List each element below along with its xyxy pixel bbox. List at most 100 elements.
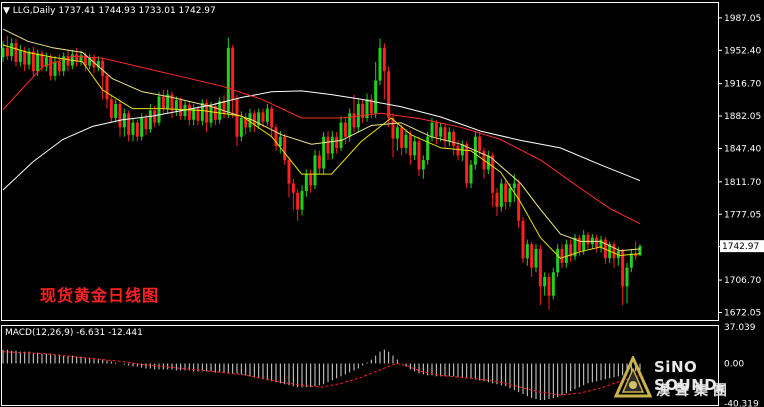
- candle-body: [465, 144, 469, 184]
- candle-body: [231, 47, 235, 100]
- price-tick-label: 1987.05: [724, 14, 761, 24]
- candle-body: [161, 96, 165, 109]
- candle-body: [14, 43, 18, 62]
- candle-body: [322, 136, 326, 169]
- candle-body: [252, 113, 256, 126]
- candle-body: [304, 174, 308, 191]
- candle-body: [5, 47, 9, 57]
- candle-body: [374, 80, 378, 114]
- company-logo: SiNO SOUND 漢聲集團: [613, 354, 762, 406]
- candle-body: [365, 99, 369, 118]
- candle-body: [118, 103, 122, 128]
- candle-body: [209, 105, 213, 123]
- candle-body: [44, 57, 48, 67]
- candle-body: [512, 183, 516, 189]
- candle-body: [339, 122, 343, 148]
- candle-body: [174, 100, 178, 111]
- price-tick-label: 1777.05: [724, 210, 761, 220]
- candle-body: [395, 127, 399, 139]
- candle-body: [274, 127, 278, 147]
- candle-body: [300, 190, 304, 210]
- candle-body: [75, 54, 79, 62]
- collapse-triangle-icon[interactable]: ▼: [3, 6, 10, 16]
- candle-body: [109, 99, 113, 118]
- candle-body: [196, 108, 200, 121]
- candle-body: [57, 61, 61, 72]
- candle-body: [525, 244, 529, 259]
- candle-body: [192, 108, 196, 120]
- candle-body: [560, 248, 564, 263]
- price-tick-label: 1672.05: [724, 308, 761, 318]
- candle-body: [343, 122, 347, 137]
- candle-body: [313, 155, 317, 186]
- candle-body: [135, 122, 139, 137]
- candle-body: [595, 237, 599, 248]
- current-price-label: 1742.97: [722, 242, 759, 252]
- candle-body: [378, 47, 382, 81]
- candle-body: [122, 113, 126, 128]
- candle-body: [296, 192, 300, 210]
- candle-body: [569, 244, 573, 257]
- candle-body: [66, 56, 70, 66]
- candle-body: [447, 132, 451, 142]
- ma-red-line: [2, 55, 641, 225]
- candle-body: [83, 55, 87, 66]
- candle-body: [105, 75, 109, 100]
- candle-body: [443, 127, 447, 142]
- candle-body: [382, 47, 386, 72]
- candle-body: [200, 103, 204, 121]
- price-tick-label: 1916.70: [724, 80, 761, 90]
- candle-body: [261, 112, 265, 122]
- candle-body: [36, 53, 40, 72]
- candle-body: [62, 56, 66, 72]
- chart-header: ▼ LLG,Daily 1737.41 1744.93 1733.01 1742…: [3, 6, 216, 16]
- candle-body: [577, 237, 581, 251]
- candle-body: [417, 141, 421, 170]
- candle-body: [599, 239, 603, 248]
- candle-body: [499, 183, 503, 207]
- candle-body: [140, 117, 144, 137]
- candle-body: [629, 253, 633, 268]
- candle-body: [248, 113, 252, 128]
- candle-body: [612, 244, 616, 259]
- candle-body: [330, 136, 334, 154]
- candle-body: [187, 104, 191, 120]
- candle-body: [131, 122, 135, 135]
- candle-body: [426, 136, 430, 161]
- candle-body: [157, 96, 161, 123]
- ma-yellow-line: [2, 44, 641, 259]
- candle-body: [504, 183, 508, 203]
- candle-body: [291, 183, 295, 193]
- macd-tick-label: 37.039: [724, 323, 756, 333]
- candle-body: [179, 100, 183, 117]
- main-panel-frame: [1, 2, 719, 321]
- price-tick-label: 1706.70: [724, 276, 761, 286]
- logo-text-en: SiNO SOUND: [654, 358, 718, 394]
- candle-body: [564, 244, 568, 263]
- candle-body: [439, 127, 443, 137]
- candle-body: [408, 134, 412, 156]
- price-tick-label: 1811.70: [724, 178, 761, 188]
- candle-body: [270, 108, 274, 128]
- candle-body: [517, 183, 521, 221]
- candle-body: [148, 110, 152, 130]
- candle-body: [413, 141, 417, 156]
- candle-body: [27, 51, 31, 65]
- candle-body: [309, 174, 313, 186]
- candle-body: [573, 237, 577, 257]
- candle-body: [348, 113, 352, 137]
- candle-body: [101, 60, 105, 76]
- candle-body: [49, 57, 53, 76]
- candle-body: [434, 122, 438, 137]
- candle-body: [361, 103, 365, 118]
- candle-body: [88, 57, 92, 66]
- candle-body: [452, 132, 456, 147]
- candle-body: [495, 192, 499, 207]
- candle-body: [534, 248, 538, 268]
- candle-body: [114, 103, 118, 118]
- candle-body: [530, 244, 534, 268]
- candle-body: [326, 136, 330, 154]
- candle-body: [166, 94, 170, 109]
- macd-tick-label: -40.319: [724, 399, 759, 407]
